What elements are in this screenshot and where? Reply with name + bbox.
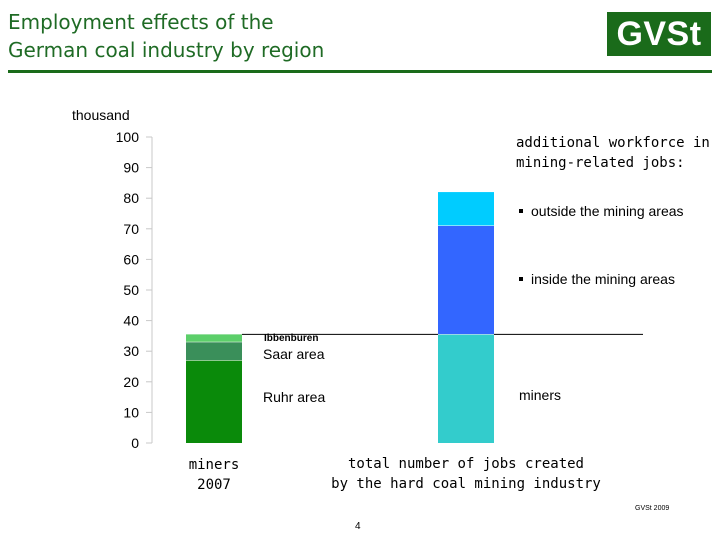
- y-tick-label: 20: [123, 374, 139, 390]
- category-2-line-1: total number of jobs created: [347, 456, 584, 472]
- additional-workforce-heading: additional workforce in mining-related j…: [516, 133, 710, 173]
- y-tick-label: 0: [131, 435, 139, 451]
- gvst-logo: GVSt: [607, 12, 711, 56]
- y-tick-label: 100: [116, 129, 140, 145]
- y-tick-label: 70: [123, 221, 139, 237]
- additional-heading-line-2: mining-related jobs:: [516, 155, 685, 171]
- category-1-line-1: miners: [188, 457, 240, 473]
- bar-segment-ruhr-area: [186, 360, 242, 443]
- legend-inside-label: inside the mining areas: [531, 271, 675, 287]
- category-label-miners-2007: miners 2007: [186, 455, 242, 495]
- label-miners: miners: [519, 387, 562, 403]
- label-ruhr-area: Ruhr area: [263, 389, 326, 405]
- category-2-line-2: by the hard coal mining industry: [331, 476, 601, 492]
- title-line-1: Employment effects of the: [8, 10, 274, 34]
- legend-outside-label: outside the mining areas: [531, 203, 684, 219]
- bar-segment-ibbenburen: [186, 334, 242, 343]
- legend-outside-mining-areas: outside the mining areas: [519, 203, 684, 219]
- bar-segment-outside-the-mining-areas: [438, 192, 494, 226]
- label-saar-area: Saar area: [263, 346, 325, 362]
- page-title: Employment effects of the German coal in…: [8, 8, 324, 64]
- category-1-line-2: 2007: [197, 477, 231, 493]
- bullet-icon: [519, 276, 523, 281]
- title-divider: [8, 70, 712, 73]
- y-tick-label: 10: [123, 404, 139, 420]
- bar-segment-inside-the-mining-areas: [438, 225, 494, 335]
- source-note: GVSt 2009: [635, 505, 670, 512]
- additional-heading-line-1: additional workforce in: [516, 135, 710, 151]
- bullet-icon: [519, 208, 523, 213]
- y-tick-label: 80: [123, 190, 139, 206]
- y-tick-label: 30: [123, 343, 139, 359]
- bar-segment-miners: [438, 334, 494, 443]
- bar-segment-saar-area: [186, 342, 242, 361]
- y-tick-label: 90: [123, 160, 139, 176]
- y-tick-label: 60: [123, 251, 139, 267]
- title-line-2: German coal industry by region: [8, 38, 325, 62]
- y-tick-label: 40: [123, 313, 139, 329]
- legend-inside-mining-areas: inside the mining areas: [519, 271, 675, 287]
- page-number: 4: [355, 521, 361, 532]
- y-axis-unit-label: thousand: [72, 107, 130, 123]
- y-tick-label: 50: [123, 282, 139, 298]
- label-ibbenburen: Ibbenburen: [264, 333, 319, 344]
- category-label-total-jobs: total number of jobs created by the hard…: [331, 454, 601, 494]
